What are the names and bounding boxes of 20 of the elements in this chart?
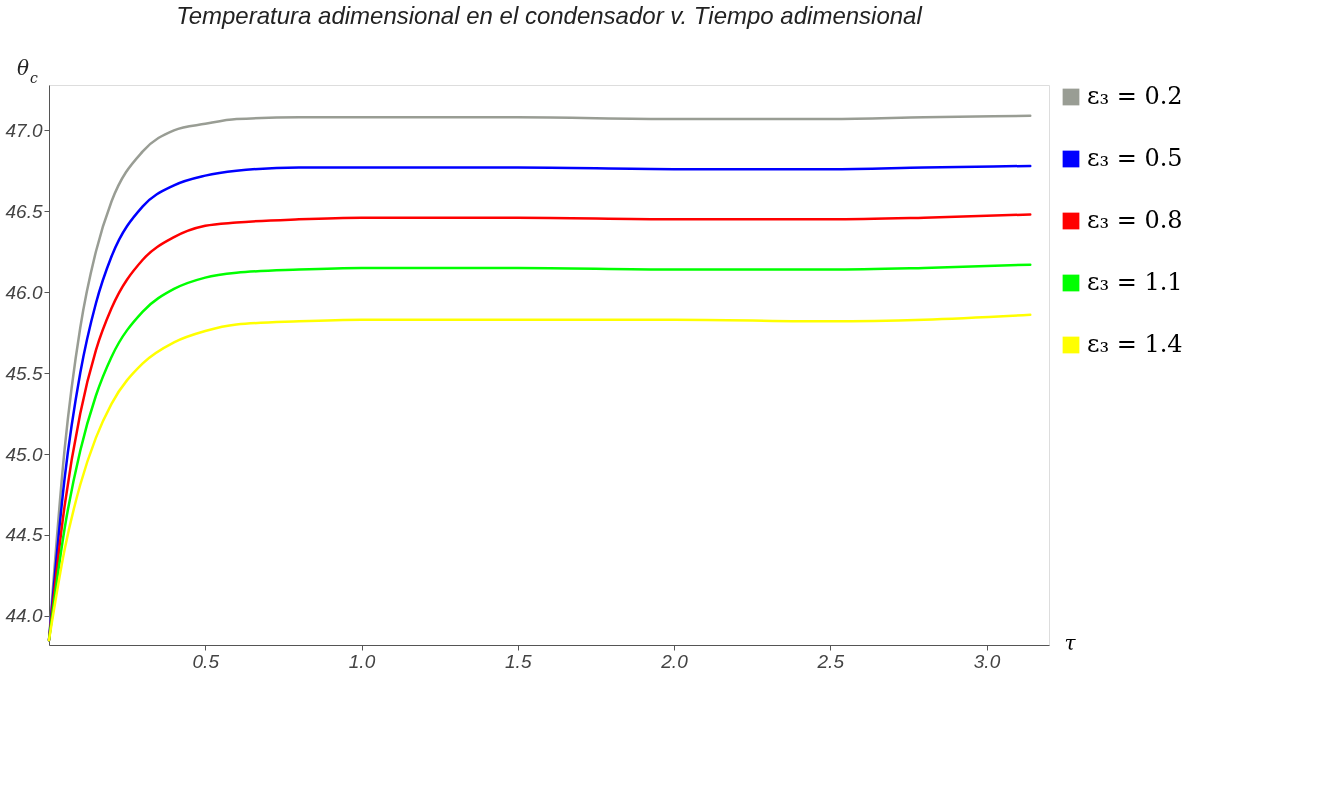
legend-label: ε₃ = 0.2 xyxy=(1087,82,1183,110)
y-tick-label: 46.0 xyxy=(5,281,43,303)
legend-label: ε₃ = 1.1 xyxy=(1087,268,1183,296)
y-tick-label: 45.5 xyxy=(5,362,43,384)
x-tick-label: 1.0 xyxy=(348,650,376,672)
legend-label: ε₃ = 0.5 xyxy=(1087,144,1183,172)
x-axis-title: τ xyxy=(1064,630,1077,655)
y-tick-label: 44.0 xyxy=(5,605,43,627)
chart-title: Temperatura adimensional en el condensador v. Tiempo adimensional xyxy=(176,2,923,29)
legend-label: ε₃ = 0.8 xyxy=(1087,206,1183,234)
x-tick-label: 0.5 xyxy=(192,650,220,672)
legend-label: ε₃ = 1.4 xyxy=(1087,330,1183,358)
x-tick-label: 3.0 xyxy=(973,650,1001,672)
y-tick-label: 47.0 xyxy=(5,119,43,141)
y-tick-label: 45.0 xyxy=(5,443,43,465)
y-tick-label: 44.5 xyxy=(5,524,43,546)
x-tick-label: 2.5 xyxy=(816,650,845,672)
y-tick-label: 46.5 xyxy=(5,200,43,222)
x-tick-label: 2.0 xyxy=(660,650,689,672)
x-tick-label: 1.5 xyxy=(505,650,532,672)
